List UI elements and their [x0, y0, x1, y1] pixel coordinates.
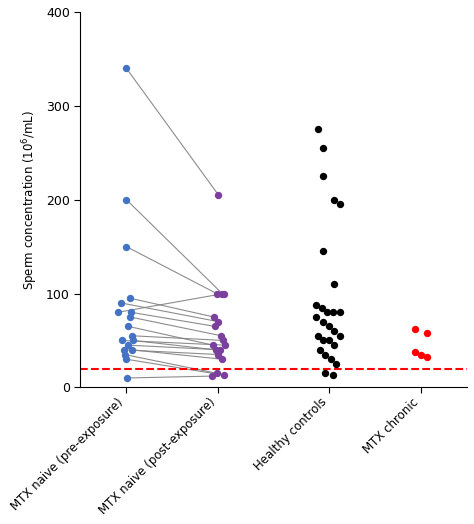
- Point: [123, 355, 130, 364]
- Point: [127, 308, 135, 316]
- Point: [212, 346, 219, 354]
- Point: [329, 308, 337, 316]
- Point: [329, 371, 337, 379]
- Point: [211, 322, 219, 331]
- Point: [331, 280, 338, 288]
- Point: [318, 303, 325, 312]
- Point: [221, 341, 228, 350]
- Point: [210, 313, 218, 321]
- Point: [319, 247, 327, 256]
- Point: [314, 125, 322, 134]
- Point: [220, 371, 228, 379]
- Point: [126, 313, 134, 321]
- Point: [117, 299, 125, 307]
- Point: [331, 327, 338, 335]
- Point: [333, 359, 340, 368]
- Point: [124, 322, 132, 331]
- Point: [215, 191, 222, 199]
- Point: [412, 347, 419, 356]
- Point: [120, 346, 128, 354]
- Point: [336, 200, 344, 209]
- Point: [128, 346, 136, 354]
- Point: [325, 322, 333, 331]
- Point: [126, 294, 134, 302]
- Point: [215, 318, 222, 326]
- Point: [123, 195, 130, 204]
- Point: [316, 346, 324, 354]
- Point: [114, 308, 122, 316]
- Point: [121, 351, 128, 359]
- Point: [319, 172, 327, 180]
- Point: [208, 372, 216, 380]
- Point: [321, 351, 329, 359]
- Point: [219, 355, 226, 364]
- Point: [314, 332, 322, 340]
- Point: [219, 336, 227, 345]
- Point: [213, 369, 220, 377]
- Point: [319, 144, 327, 152]
- Point: [331, 195, 338, 204]
- Point: [331, 341, 338, 350]
- Point: [217, 346, 224, 354]
- Point: [417, 351, 425, 359]
- Point: [412, 325, 419, 333]
- Point: [124, 374, 131, 382]
- Point: [423, 353, 430, 362]
- Point: [124, 341, 132, 350]
- Point: [325, 336, 333, 345]
- Point: [336, 308, 344, 316]
- Point: [423, 329, 430, 337]
- Point: [321, 369, 329, 377]
- Point: [312, 301, 320, 309]
- Point: [209, 341, 217, 350]
- Point: [219, 289, 226, 298]
- Point: [319, 318, 327, 326]
- Point: [123, 243, 130, 251]
- Point: [336, 332, 344, 340]
- Point: [123, 64, 130, 72]
- Point: [129, 336, 137, 345]
- Point: [220, 289, 228, 298]
- Y-axis label: Sperm concentration (10$^6$/mL): Sperm concentration (10$^6$/mL): [21, 110, 40, 290]
- Point: [327, 355, 335, 364]
- Point: [312, 313, 320, 321]
- Point: [213, 289, 220, 298]
- Point: [118, 336, 126, 345]
- Point: [323, 308, 331, 316]
- Point: [218, 332, 225, 340]
- Point: [214, 351, 221, 359]
- Point: [128, 332, 136, 340]
- Point: [319, 336, 327, 345]
